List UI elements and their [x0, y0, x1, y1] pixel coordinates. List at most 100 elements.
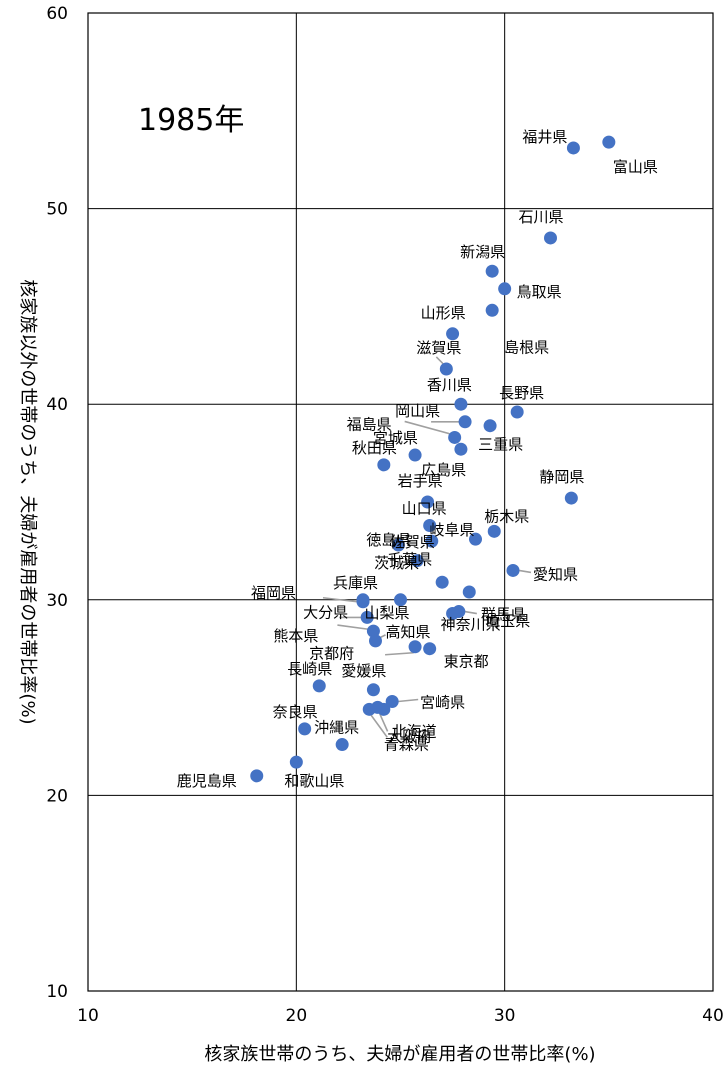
point-label: 滋賀県	[416, 339, 461, 357]
point-label: 愛知県	[533, 565, 578, 583]
data-point	[506, 563, 520, 577]
point-label: 福岡県	[251, 584, 296, 602]
point-label: 沖縄県	[314, 719, 359, 737]
data-point	[487, 524, 501, 538]
point-label: 鹿児島県	[177, 772, 237, 790]
plot-frame	[87, 12, 714, 992]
point-label: 北海道	[392, 722, 437, 740]
data-point	[377, 458, 391, 472]
point-label: 熊本県	[273, 627, 318, 645]
data-point	[454, 442, 468, 456]
point-label: 大分県	[303, 603, 348, 621]
data-point	[462, 585, 476, 599]
data-point	[458, 415, 472, 429]
point-label: 福井県	[522, 128, 567, 146]
y-axis-ticks: 10 20 30 40 50 60	[46, 4, 68, 1002]
point-label: 神奈川県	[441, 615, 501, 633]
data-point	[544, 231, 557, 245]
point-label: 山形県	[421, 304, 466, 322]
point-label: 奈良県	[273, 703, 318, 721]
point-label: 宮崎県	[420, 694, 465, 712]
point-label: 岡山県	[395, 402, 440, 420]
data-point	[469, 532, 482, 546]
point-label: 福島県	[347, 415, 392, 433]
point-label: 宮城県	[373, 429, 418, 447]
data-point	[483, 419, 497, 433]
data-point	[366, 624, 380, 638]
point-label: 長崎県	[287, 660, 332, 678]
point-label: 長野県	[499, 384, 544, 402]
point-label: 山口県	[402, 499, 447, 517]
point-label: 三重県	[478, 436, 523, 454]
point-label: 岐阜県	[430, 521, 475, 539]
data-point	[454, 397, 468, 411]
point-label: 愛媛県	[341, 662, 386, 680]
data-point	[298, 722, 312, 736]
data-point	[408, 448, 422, 462]
data-points	[250, 135, 616, 783]
data-point	[564, 491, 578, 505]
x-tick-label: 40	[702, 1006, 724, 1026]
point-label: 群馬県	[481, 606, 526, 624]
point-label: 栃木県	[484, 507, 529, 525]
point-label: 岩手県	[398, 472, 443, 490]
point-label: 高知県	[386, 623, 431, 641]
data-point	[435, 575, 449, 589]
data-point	[446, 606, 460, 620]
data-point	[394, 593, 407, 607]
data-point	[425, 534, 439, 548]
data-point	[366, 683, 380, 697]
y-tick-label: 40	[46, 395, 68, 415]
data-point	[423, 518, 437, 532]
y-axis-title: 核家族以外の世帯のうち、夫婦が雇用者の世帯比率(%)	[17, 279, 38, 724]
data-point	[510, 405, 524, 419]
point-label: 鳥取県	[517, 283, 562, 301]
data-point	[391, 538, 405, 552]
data-point	[446, 327, 460, 341]
data-point	[385, 695, 399, 709]
x-axis-title: 核家族世帯のうち、夫婦が雇用者の世帯比率(%)	[204, 1044, 595, 1065]
point-label: 香川県	[427, 376, 472, 394]
point-label: 石川県	[519, 208, 564, 226]
point-label: 新潟県	[460, 243, 505, 261]
x-tick-label: 30	[494, 1006, 516, 1026]
data-point	[377, 702, 391, 716]
y-tick-label: 30	[46, 591, 68, 611]
data-point	[602, 135, 616, 149]
point-label: 東京都	[444, 653, 489, 671]
point-label: 和歌山県	[284, 772, 344, 790]
data-point	[485, 264, 499, 278]
point-label: 徳島県	[366, 531, 411, 549]
data-point	[566, 141, 580, 155]
point-label: 山梨県	[365, 604, 410, 622]
data-point	[485, 303, 499, 317]
y-tick-label: 60	[46, 4, 68, 24]
x-axis-ticks: 10 20 30 40	[77, 1006, 724, 1026]
data-point	[360, 610, 374, 624]
point-label: 富山県	[613, 158, 658, 176]
data-point	[423, 642, 437, 656]
data-point	[498, 282, 512, 296]
data-point	[408, 640, 422, 654]
y-tick-label: 50	[46, 200, 68, 220]
point-label: 秋田県	[352, 439, 397, 457]
data-point	[250, 769, 264, 783]
point-label: 千葉県	[387, 551, 432, 569]
point-label: 埼玉県	[485, 612, 530, 630]
data-point	[439, 362, 453, 376]
point-label: 島根県	[504, 338, 549, 356]
data-point	[356, 595, 370, 609]
data-point	[410, 554, 424, 568]
point-label: 兵庫県	[333, 574, 378, 592]
data-point	[369, 634, 382, 648]
data-point	[335, 738, 349, 752]
point-label: 大阪府	[387, 727, 432, 745]
x-tick-label: 20	[286, 1006, 308, 1026]
y-tick-label: 10	[46, 982, 68, 1002]
x-tick-label: 10	[77, 1006, 99, 1026]
point-label: 佐賀県	[390, 533, 435, 551]
point-label: 青森県	[384, 735, 429, 753]
year-annotation: 1985年	[138, 103, 244, 138]
data-point	[421, 495, 435, 509]
